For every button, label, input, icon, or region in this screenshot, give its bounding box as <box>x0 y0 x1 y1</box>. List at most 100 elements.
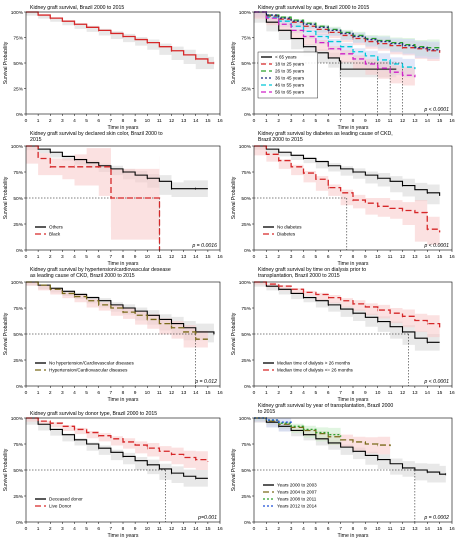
x-tick-label: 5 <box>315 390 318 396</box>
legend-entry: No diabetes <box>277 225 302 230</box>
p-value: p = 0.0016 <box>191 243 217 249</box>
x-tick-label: 11 <box>157 390 162 396</box>
x-tick-label: 7 <box>339 254 342 260</box>
legend-entry: < 65 years <box>275 55 297 60</box>
x-tick-label: 11 <box>157 118 162 124</box>
y-tick-label: 50% <box>241 61 251 67</box>
x-tick-label: 12 <box>169 526 175 532</box>
plot-area <box>254 281 441 386</box>
legend: No hypertension/Cardiovascular diseases H… <box>32 358 160 376</box>
survival-curve-2 <box>254 145 441 233</box>
x-tick-label: 4 <box>302 118 305 124</box>
plot-area <box>26 145 208 252</box>
survival-curve-1 <box>26 417 208 479</box>
y-tick-label: 25% <box>13 86 23 92</box>
x-tick-label: 11 <box>388 254 393 260</box>
p-value: p=0.001 <box>197 515 217 521</box>
x-tick-label: 12 <box>400 118 406 124</box>
x-tick-label: 6 <box>327 390 330 396</box>
y-axis-label: Survival Probability <box>3 176 9 219</box>
ci-band-1 <box>254 146 440 205</box>
km-panel-7: Kidney graft survival by donor type, Bra… <box>3 411 223 539</box>
x-tick-label: 1 <box>37 118 40 124</box>
ci-band-1 <box>254 418 446 483</box>
legend: Years 2000 to 2003 Years 2004 to 2007 Year… <box>260 480 331 512</box>
plot-area <box>254 145 441 250</box>
x-tick-label: 4 <box>302 254 305 260</box>
x-tick-label: 13 <box>412 118 418 124</box>
legend-entry: Hypertension/Cardiovascular diseases <box>49 368 128 373</box>
x-tick-label: 6 <box>327 254 330 260</box>
x-tick-label: 7 <box>110 526 113 532</box>
survival-curve-3 <box>254 417 342 437</box>
x-tick-label: 10 <box>145 254 151 260</box>
y-axis-label: Survival Probability <box>231 41 237 84</box>
x-tick-label: 16 <box>217 254 223 260</box>
x-tick-label: 16 <box>449 390 455 396</box>
legend: Deceased donor Live Donor <box>32 494 92 512</box>
x-tick-label: 13 <box>412 254 418 260</box>
p-value: p < 0.0001 <box>423 379 449 385</box>
survival-curve-6 <box>254 11 416 78</box>
y-axis-label: Survival Probability <box>3 312 9 355</box>
plot-area <box>26 281 215 386</box>
y-tick-label: 50% <box>241 468 251 474</box>
survival-curve-2 <box>26 145 161 250</box>
x-tick-label: 5 <box>85 254 88 260</box>
x-tick-label: 8 <box>352 390 355 396</box>
x-tick-label: 14 <box>193 118 199 124</box>
x-tick-label: 6 <box>97 254 100 260</box>
x-tick-label: 7 <box>110 254 113 260</box>
legend: < 65 years 18 to 25 years 26 to 35 years 36… <box>257 51 318 99</box>
x-tick-label: 13 <box>181 390 187 396</box>
x-tick-label: 2 <box>277 254 280 260</box>
x-tick-label: 13 <box>412 390 418 396</box>
x-tick-label: 14 <box>425 118 431 124</box>
x-axis-label: Time in years <box>338 125 369 131</box>
survival-curve-1 <box>254 281 440 343</box>
x-tick-label: 2 <box>49 526 52 532</box>
x-tick-label: 12 <box>169 118 175 124</box>
x-tick-label: 8 <box>122 254 125 260</box>
x-tick-label: 11 <box>388 390 393 396</box>
y-tick-label: 75% <box>13 35 23 41</box>
x-tick-label: 16 <box>217 390 223 396</box>
x-tick-label: 11 <box>157 254 162 260</box>
x-tick-label: 6 <box>97 526 100 532</box>
legend-entry: No hypertension/Cardiovascular diseases <box>49 361 134 366</box>
y-tick-label: 50% <box>13 468 23 474</box>
x-tick-label: 2 <box>49 390 52 396</box>
y-tick-label: 0% <box>244 520 252 526</box>
y-tick-label: 0% <box>244 112 252 118</box>
x-tick-label: 15 <box>205 526 211 532</box>
y-tick-label: 0% <box>16 384 24 390</box>
x-tick-label: 15 <box>437 254 443 260</box>
ci-band-2 <box>26 282 208 348</box>
x-tick-label: 1 <box>37 254 40 260</box>
y-tick-label: 25% <box>241 358 251 364</box>
legend-entry: Years 2004 to 2007 <box>277 490 317 495</box>
legend-box <box>260 358 380 376</box>
ci-band-4 <box>254 418 292 432</box>
x-tick-label: 8 <box>122 118 125 124</box>
x-tick-label: 7 <box>339 390 342 396</box>
x-tick-label: 16 <box>217 118 223 124</box>
ci-band-1 <box>26 12 214 70</box>
x-tick-label: 7 <box>339 526 342 532</box>
x-tick-label: 9 <box>134 254 137 260</box>
x-tick-label: 1 <box>265 526 268 532</box>
legend-box <box>32 358 160 376</box>
x-tick-label: 4 <box>302 526 305 532</box>
survival-curve-1 <box>26 281 215 334</box>
y-tick-label: 100% <box>239 280 252 286</box>
y-tick-label: 50% <box>13 196 23 202</box>
x-tick-label: 0 <box>253 118 256 124</box>
x-tick-label: 8 <box>122 526 125 532</box>
y-tick-label: 100% <box>11 280 24 286</box>
x-tick-label: 5 <box>315 526 318 532</box>
survival-curve-2 <box>26 417 209 462</box>
x-tick-label: 8 <box>352 118 355 124</box>
x-axis-label: Time in years <box>108 125 139 131</box>
legend: Median time of dialysis > 26 months Media… <box>260 358 380 376</box>
y-tick-label: 75% <box>13 170 23 176</box>
